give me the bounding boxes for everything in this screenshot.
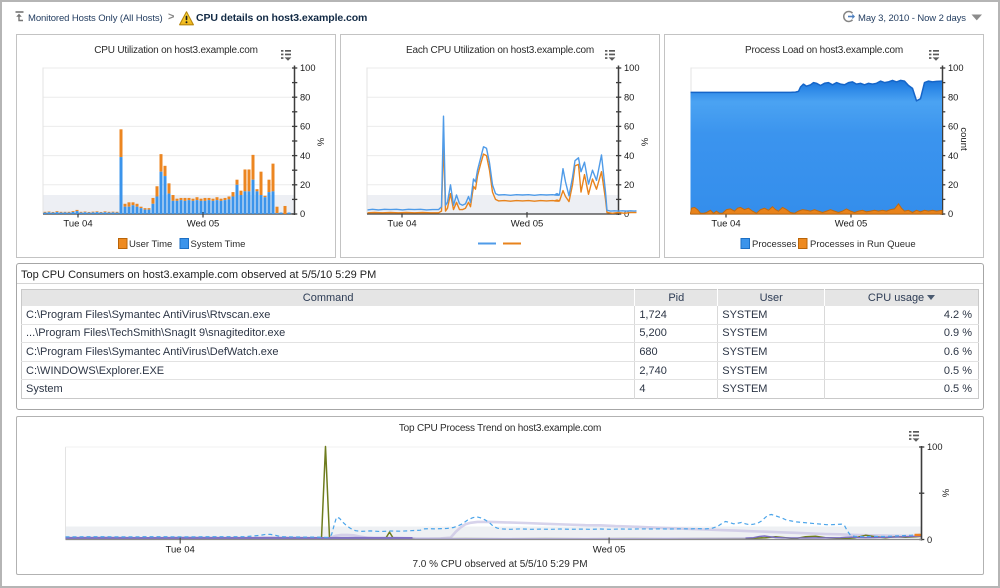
svg-text:count: count (958, 127, 969, 151)
svg-text:User Time: User Time (129, 239, 172, 250)
svg-text:100: 100 (624, 63, 640, 73)
svg-text:%: % (315, 138, 326, 147)
svg-text:40: 40 (948, 151, 958, 161)
svg-text:Process Load on host3.example.: Process Load on host3.example.com (745, 45, 903, 56)
svg-text:%: % (940, 489, 951, 498)
svg-text:7.0 % CPU observed at 5/5/10 5: 7.0 % CPU observed at 5/5/10 5:29 PM (412, 559, 587, 570)
svg-text:0: 0 (624, 209, 629, 219)
svg-text:0: 0 (300, 209, 305, 219)
svg-text:Wed 05: Wed 05 (511, 219, 544, 230)
svg-text:100: 100 (948, 63, 964, 73)
svg-text:Tue 04: Tue 04 (711, 219, 740, 230)
svg-text:60: 60 (300, 122, 310, 132)
svg-text:100: 100 (927, 442, 943, 452)
svg-text:20: 20 (624, 180, 634, 190)
svg-text:Tue 04: Tue 04 (387, 219, 416, 230)
svg-text:%: % (639, 138, 650, 147)
svg-text:Tue 04: Tue 04 (166, 545, 195, 556)
svg-text:20: 20 (300, 180, 310, 190)
svg-text:60: 60 (948, 122, 958, 132)
svg-text:0: 0 (927, 535, 932, 545)
svg-text:80: 80 (624, 92, 634, 102)
svg-text:100: 100 (300, 63, 316, 73)
svg-text:Wed 05: Wed 05 (593, 545, 626, 556)
svg-text:Processes in Run Queue: Processes in Run Queue (810, 239, 916, 250)
svg-text:20: 20 (948, 180, 958, 190)
svg-text:0: 0 (948, 209, 953, 219)
svg-text:Wed 05: Wed 05 (187, 219, 220, 230)
svg-text:60: 60 (624, 122, 634, 132)
svg-text:Each CPU Utilization on host3.: Each CPU Utilization on host3.example.co… (406, 45, 594, 56)
svg-text:Top CPU Process Trend on host3: Top CPU Process Trend on host3.example.c… (399, 423, 601, 434)
svg-text:Wed 05: Wed 05 (835, 219, 868, 230)
svg-text:80: 80 (948, 92, 958, 102)
svg-text:System Time: System Time (191, 239, 246, 250)
svg-text:Tue 04: Tue 04 (63, 219, 92, 230)
svg-text:40: 40 (624, 151, 634, 161)
svg-text:40: 40 (300, 151, 310, 161)
svg-text:Processes: Processes (752, 239, 797, 250)
svg-text:80: 80 (300, 92, 310, 102)
svg-text:CPU Utilization on host3.examp: CPU Utilization on host3.example.com (94, 45, 257, 56)
